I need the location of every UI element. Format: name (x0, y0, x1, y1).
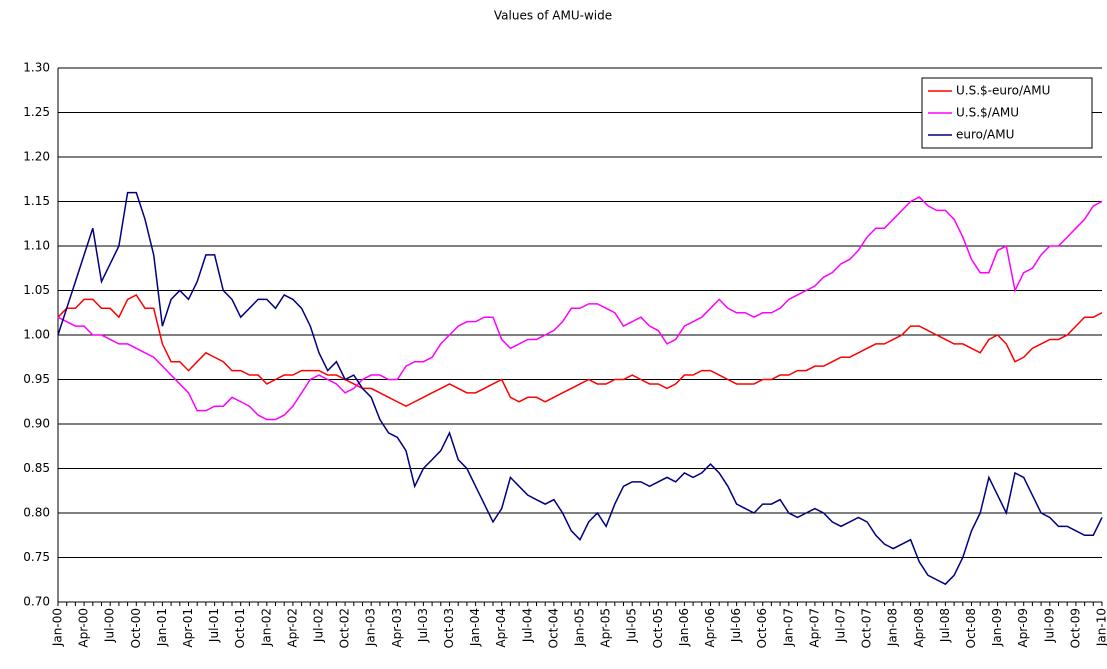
y-tick-label: 0.70 (23, 595, 50, 609)
x-tick-label: Jul-09 (1042, 608, 1056, 643)
x-tick-label: Jul-03 (416, 608, 430, 643)
y-tick-label: 1.05 (23, 283, 50, 297)
x-tick-label: Apr-03 (390, 608, 404, 648)
x-tick-label: Apr-08 (912, 608, 926, 648)
x-tick-label: Jan-05 (573, 608, 587, 647)
y-tick-label: 1.15 (23, 194, 50, 208)
y-tick-label: 0.75 (23, 550, 50, 564)
y-tick-label: 1.10 (23, 239, 50, 253)
y-tick-label: 0.90 (23, 417, 50, 431)
series-line (58, 295, 1102, 406)
x-tick-label: Oct-05 (651, 608, 665, 648)
x-tick-label: Oct-02 (338, 608, 352, 648)
x-tick-label: Apr-05 (599, 608, 613, 648)
x-tick-label: Jan-02 (259, 608, 273, 647)
x-tick-label: Oct-00 (129, 608, 143, 648)
x-tick-label: Jul-08 (938, 608, 952, 643)
x-tick-label: Jan-03 (364, 608, 378, 647)
y-tick-label: 1.30 (23, 61, 50, 75)
x-tick-label: Apr-02 (285, 608, 299, 648)
x-tick-label: Oct-06 (755, 608, 769, 648)
x-tick-label: Jan-06 (677, 608, 691, 647)
x-tick-label: Apr-04 (494, 608, 508, 648)
x-tick-label: Jan-00 (51, 608, 65, 647)
series-line (58, 197, 1102, 419)
x-tick-label: Oct-07 (860, 608, 874, 648)
x-tick-label: Apr-07 (807, 608, 821, 648)
x-tick-label: Jul-07 (834, 608, 848, 643)
x-tick-label: Jul-01 (207, 608, 221, 643)
x-tick-label: Apr-00 (77, 608, 91, 648)
y-tick-label: 1.20 (23, 150, 50, 164)
x-tick-label: Jul-06 (729, 608, 743, 643)
x-tick-label: Apr-01 (181, 608, 195, 648)
x-tick-label: Oct-04 (546, 608, 560, 648)
y-tick-label: 0.80 (23, 506, 50, 520)
series-line (58, 193, 1102, 585)
x-tick-label: Jul-00 (103, 608, 117, 643)
y-tick-label: 0.95 (23, 372, 50, 386)
y-tick-label: 0.85 (23, 461, 50, 475)
y-tick-label: 1.25 (23, 105, 50, 119)
x-tick-label: Jul-04 (520, 608, 534, 643)
x-tick-label: Oct-03 (442, 608, 456, 648)
x-tick-label: Jan-08 (886, 608, 900, 647)
x-tick-label: Oct-01 (233, 608, 247, 648)
legend-label: euro/AMU (956, 128, 1014, 142)
chart-title: Values of AMU-wide (494, 9, 612, 23)
x-tick-label: Jan-01 (155, 608, 169, 647)
x-tick-label: Oct-09 (1068, 608, 1082, 648)
x-tick-label: Jul-02 (312, 608, 326, 643)
x-tick-label: Jul-05 (625, 608, 639, 643)
x-tick-label: Jan-04 (468, 608, 482, 647)
x-tick-label: Oct-08 (964, 608, 978, 648)
y-tick-label: 1.00 (23, 328, 50, 342)
x-tick-label: Apr-06 (703, 608, 717, 648)
x-tick-label: Jan-07 (781, 608, 795, 647)
x-tick-label: Apr-09 (1016, 608, 1030, 648)
x-tick-label: Jan-09 (990, 608, 1004, 647)
x-tick-label: Jan-10 (1095, 608, 1107, 647)
legend-label: U.S.$-euro/AMU (956, 84, 1050, 98)
legend-label: U.S.$/AMU (956, 106, 1019, 120)
